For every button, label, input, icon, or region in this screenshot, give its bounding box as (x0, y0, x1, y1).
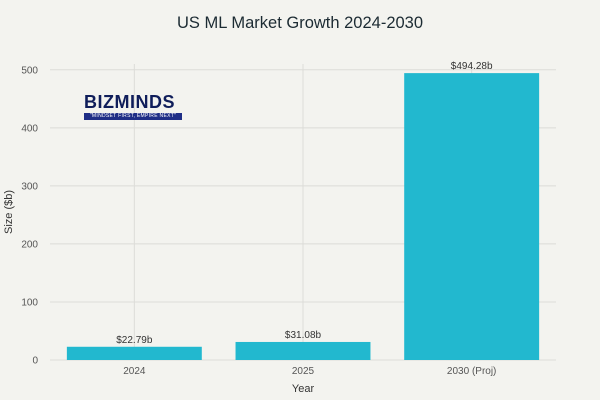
x-tick-label: 2030 (Proj) (447, 366, 496, 377)
y-tick-label: 100 (21, 297, 38, 308)
bizminds-logo: BIZMINDS "MINDSET FIRST, EMPIRE NEXT" (84, 92, 182, 122)
bar (66, 346, 202, 360)
y-axis-title: Size ($b) (3, 190, 15, 234)
y-tick-label: 200 (21, 239, 38, 250)
y-tick-label: 300 (21, 181, 38, 192)
data-label: $22.79b (116, 335, 153, 346)
data-label: $494.28b (451, 61, 493, 72)
y-tick-label: 500 (21, 65, 38, 76)
logo-tagline: "MINDSET FIRST, EMPIRE NEXT" (84, 113, 182, 120)
data-label: $31.08b (285, 330, 322, 341)
y-tick-label: 0 (32, 356, 38, 367)
x-tick-label: 2024 (123, 366, 146, 377)
logo-text: BIZMINDS (84, 92, 175, 112)
x-axis-title: Year (292, 383, 315, 395)
x-tick-label: 2025 (292, 366, 315, 377)
y-tick-label: 400 (21, 123, 38, 134)
bar (404, 73, 540, 360)
bar (235, 341, 371, 360)
chart-title: US ML Market Growth 2024-2030 (176, 14, 424, 32)
